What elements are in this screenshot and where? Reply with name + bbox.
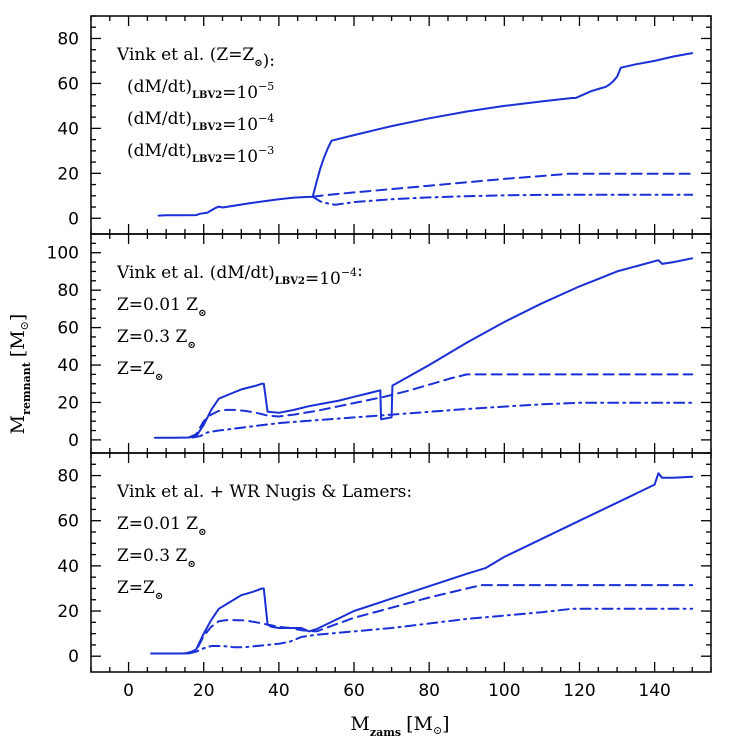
- series-dashdot: [187, 607, 694, 655]
- x-tick-label: 40: [268, 681, 290, 701]
- y-axis-title: Mremnant[M⊙]: [7, 314, 33, 435]
- x-tick-label: 20: [193, 681, 215, 701]
- panel-1: 0 20 40 60 80 Vink et al. (Z=Z⊙): (dM/dt)LBV2=…: [57, 15, 712, 235]
- x-tick-label: 80: [418, 681, 440, 701]
- legend-line: (dM/dt)LBV2=10−3: [127, 141, 274, 167]
- x-axis-sun-icon: ⊙: [433, 724, 442, 737]
- series-solid: [153, 257, 694, 439]
- chart-panels: 0 20 40 60 80 Vink et al. (Z=Z⊙): (dM/dt)LBV2=…: [47, 15, 712, 673]
- y-tick-label: 40: [57, 557, 79, 577]
- panel-legend: Vink et al. (Z=Z⊙): (dM/dt)LBV2=10−5 (dM/d…: [116, 45, 275, 167]
- panel-frame: [90, 452, 712, 673]
- series-dashed: [311, 172, 694, 198]
- x-tick-label: 60: [343, 681, 365, 701]
- y-tick-label: 20: [57, 164, 79, 184]
- legend-line: Z=0.01 Z⊙: [117, 295, 207, 319]
- legend-line: Vink et al. + WR Nugis & Lamers:: [116, 482, 412, 502]
- y-tick-label: 80: [57, 29, 79, 49]
- x-tick-label: 0: [123, 681, 134, 701]
- series-dashdot: [191, 401, 694, 439]
- legend-line: Z=Z⊙: [117, 578, 163, 602]
- legend-line: Z=0.3 Z⊙: [117, 546, 196, 570]
- x-axis-title: Mzams [M⊙]: [350, 713, 449, 739]
- y-tick-label: 20: [57, 602, 79, 622]
- legend-line: Z=0.3 Z⊙: [117, 327, 196, 351]
- series-dashed: [183, 584, 694, 655]
- x-tick-label: 120: [563, 681, 595, 701]
- panel-2: 0 20 40 60 80 100 Vink et al. (dM/dt)LBV2=10−4…: [47, 233, 712, 454]
- panel-3: 0 20 40 60 80 Vink et al. + WR Nugis & Lamers…: [57, 452, 712, 673]
- legend-line: (dM/dt)LBV2=10−4: [127, 109, 274, 135]
- y-tick-label: 0: [68, 431, 79, 451]
- x-tick-labels: 0 20 40 60 80 100 120 140: [123, 681, 671, 701]
- y-tick-label: 80: [57, 467, 79, 487]
- legend-line: Vink et al. (dM/dt)LBV2=10−4:: [116, 261, 363, 289]
- y-tick-label: 40: [57, 356, 79, 376]
- y-tick-label: 80: [57, 281, 79, 301]
- y-axis-sun-icon: ⊙: [18, 321, 31, 330]
- panel-legend: Vink et al. (dM/dt)LBV2=10−4: Z=0.01 Z⊙ Z=…: [116, 261, 363, 383]
- legend-line: Z=Z⊙: [117, 359, 163, 383]
- y-tick-label: 100: [47, 244, 79, 264]
- panel-legend: Vink et al. + WR Nugis & Lamers: Z=0.01 Z…: [116, 482, 412, 602]
- y-tick-label: 60: [57, 74, 79, 94]
- y-tick-label: 60: [57, 512, 79, 532]
- series-solid: [157, 52, 694, 217]
- y-tick-label: 0: [68, 209, 79, 229]
- legend-line: Vink et al. (Z=Z⊙):: [116, 45, 275, 71]
- x-tick-label: 140: [638, 681, 670, 701]
- y-tick-label: 40: [57, 119, 79, 139]
- legend-line: (dM/dt)LBV2=10−5: [127, 77, 274, 103]
- series-dashdot: [311, 193, 694, 206]
- legend-line: Z=0.01 Z⊙: [117, 514, 207, 538]
- y-tick-label: 60: [57, 319, 79, 339]
- y-tick-label: 0: [68, 647, 79, 667]
- series-solid: [150, 472, 694, 655]
- series-dashed: [187, 373, 694, 439]
- y-tick-label: 20: [57, 393, 79, 413]
- x-tick-label: 100: [488, 681, 520, 701]
